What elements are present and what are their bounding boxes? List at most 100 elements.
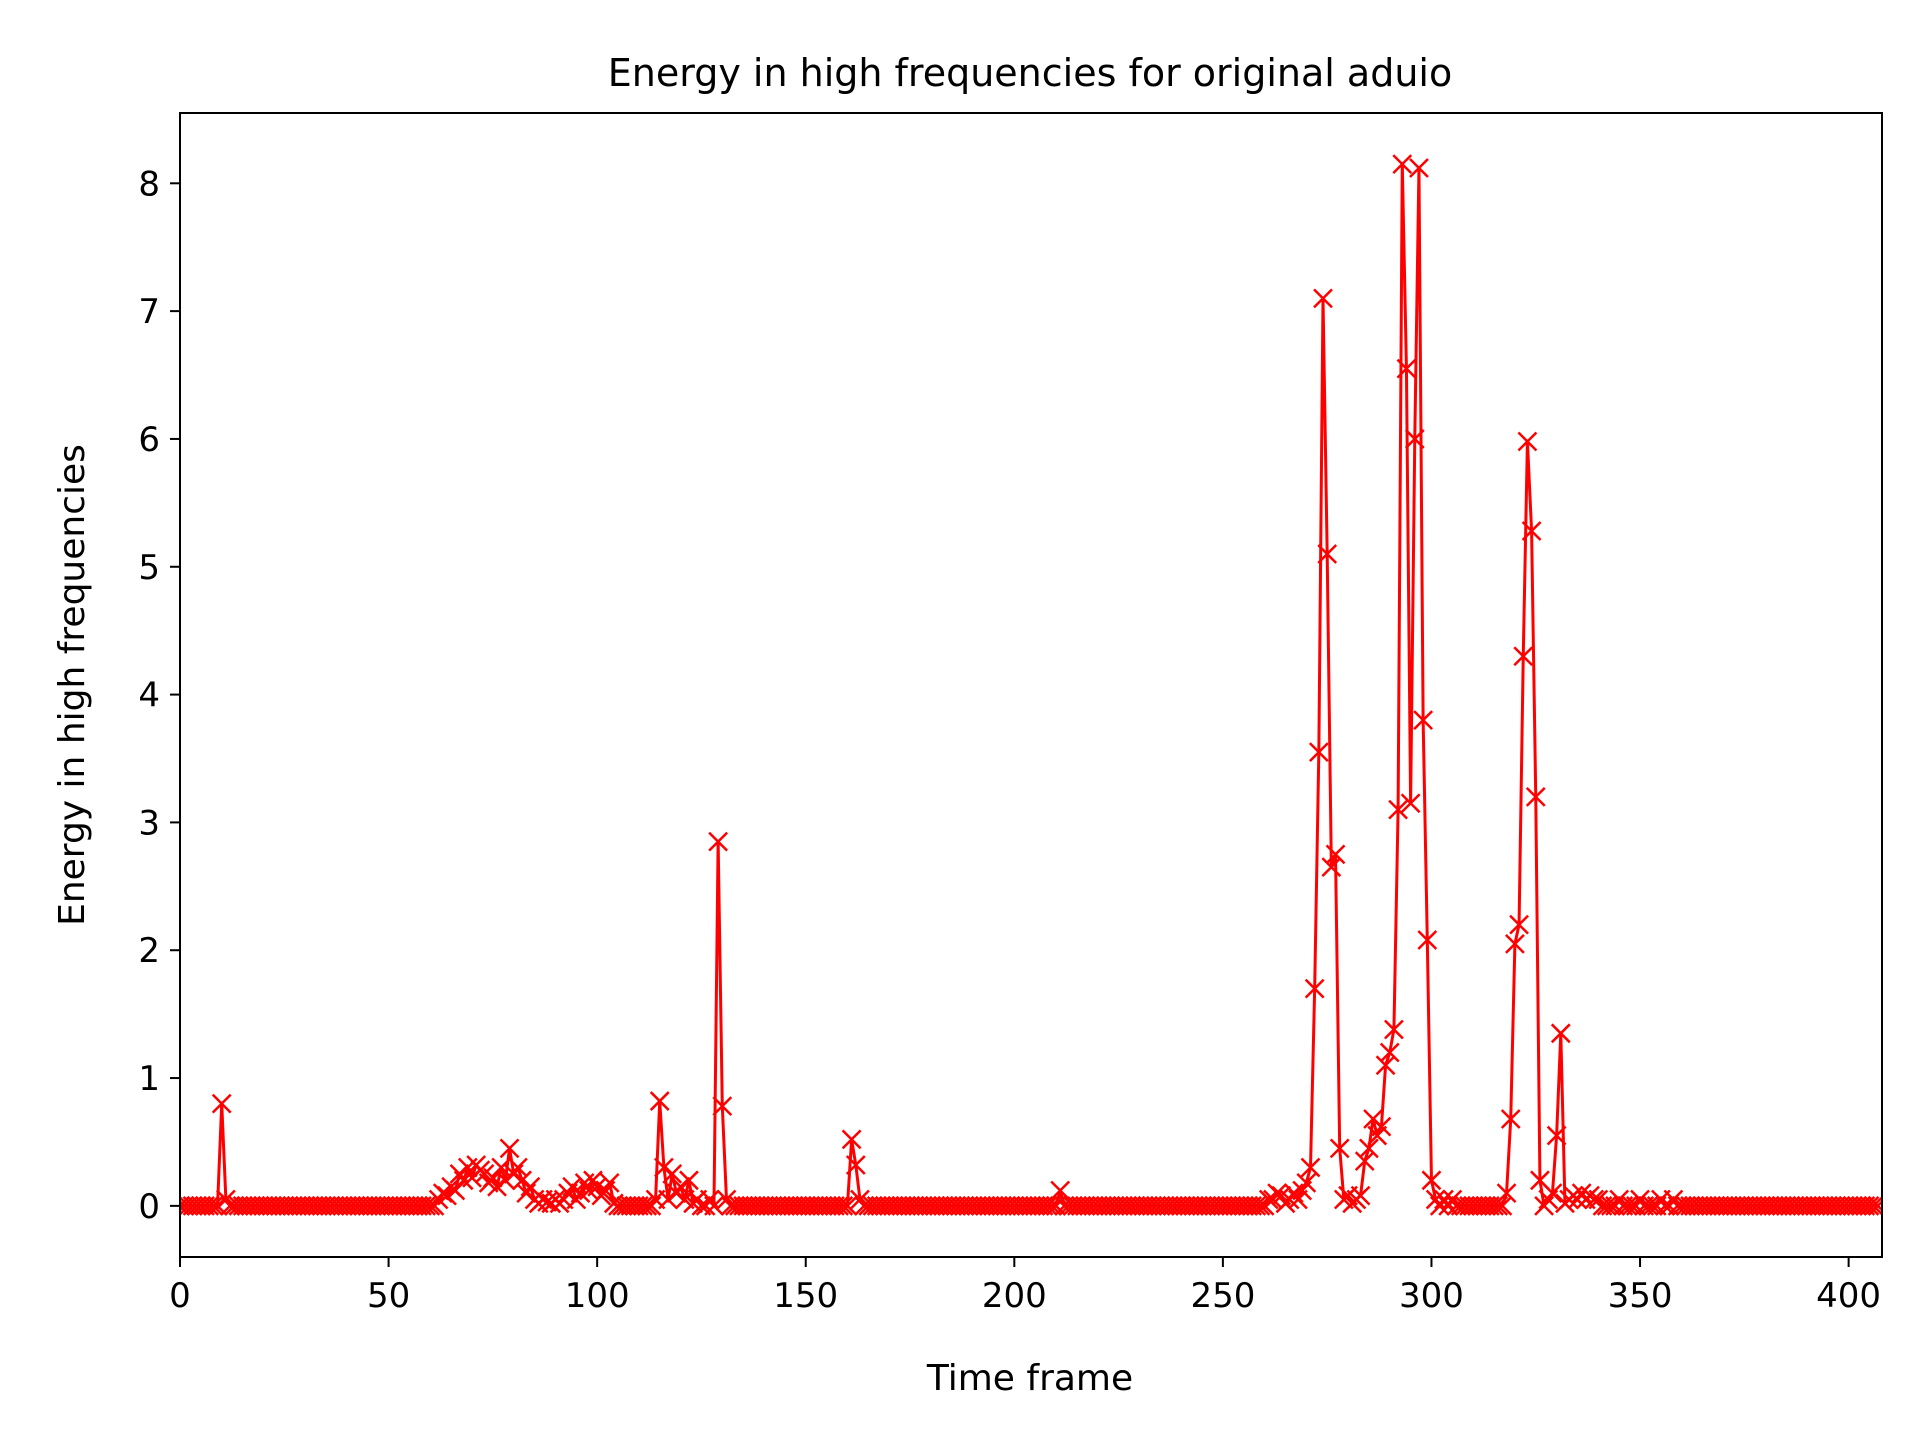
- data-point-marker: [1400, 793, 1421, 814]
- x-tick-label: 250: [1190, 1276, 1255, 1316]
- plot-area: [180, 154, 1882, 1216]
- y-tick-label: 1: [138, 1059, 160, 1099]
- data-point-marker: [1037, 1195, 1058, 1216]
- data-point-marker: [829, 1195, 849, 1216]
- data-point-marker: [1596, 1195, 1617, 1216]
- y-tick-label: 8: [138, 164, 160, 204]
- data-point-marker: [1300, 1157, 1321, 1178]
- x-tick-label: 100: [565, 1276, 630, 1316]
- data-point-marker: [1496, 1183, 1517, 1203]
- data-point-marker: [599, 1172, 620, 1193]
- data-point-marker: [1505, 933, 1525, 954]
- data-point-marker: [654, 1157, 674, 1178]
- y-tick-label: 0: [138, 1187, 160, 1227]
- y-axis: 0 1 2 3 4 5 6 7 8: [138, 164, 180, 1227]
- x-axis: 0 50 100 150 200 250 300 350 400: [169, 1257, 1881, 1316]
- data-point-marker: [211, 1093, 232, 1114]
- data-point-marker: [1246, 1195, 1267, 1216]
- data-point-marker: [1521, 521, 1542, 541]
- data-point-marker: [1296, 1172, 1317, 1193]
- data-point-marker: [512, 1170, 532, 1191]
- data-point-marker: [1371, 1116, 1392, 1137]
- data-point-marker: [841, 1129, 862, 1150]
- data-point-marker: [1308, 742, 1329, 762]
- data-point-marker: [708, 831, 729, 852]
- data-point-marker: [833, 1195, 854, 1216]
- y-tick-label: 4: [138, 676, 160, 716]
- data-point-marker: [1375, 1055, 1396, 1076]
- data-point-marker: [1525, 786, 1546, 807]
- data-point-marker: [508, 1157, 528, 1178]
- data-point-marker: [662, 1164, 683, 1184]
- data-point-marker: [1617, 1195, 1638, 1216]
- data-point-marker: [1396, 358, 1417, 379]
- data-point-marker: [670, 1176, 691, 1197]
- data-point-marker: [1542, 1183, 1563, 1203]
- data-point-marker: [1492, 1195, 1513, 1216]
- data-point-marker: [845, 1155, 866, 1175]
- data-point-marker: [637, 1195, 658, 1216]
- data-point-marker: [1584, 1189, 1605, 1210]
- data-point-marker: [203, 1195, 224, 1216]
- data-point-marker: [1413, 710, 1434, 731]
- data-point-marker: [1550, 1023, 1571, 1044]
- data-point-marker: [1392, 154, 1413, 175]
- data-point-marker: [1313, 288, 1333, 309]
- data-point-marker: [1404, 429, 1425, 449]
- data-point-marker: [1867, 1195, 1882, 1216]
- data-point-marker: [1317, 544, 1338, 564]
- y-axis-label: Energy in high frequencies: [52, 444, 93, 926]
- x-tick-label: 50: [367, 1276, 410, 1316]
- data-point-marker: [1359, 1138, 1379, 1159]
- data-point-marker: [1488, 1195, 1509, 1216]
- data-point-marker: [416, 1195, 437, 1216]
- y-tick-label: 2: [138, 931, 160, 971]
- x-tick-label: 400: [1816, 1276, 1881, 1316]
- data-point-marker: [1517, 431, 1538, 452]
- x-tick-label: 300: [1399, 1276, 1464, 1316]
- data-point-marker: [199, 1195, 220, 1216]
- x-tick-label: 200: [982, 1276, 1047, 1316]
- x-tick-label: 350: [1608, 1276, 1673, 1316]
- data-point-marker: [1321, 857, 1342, 878]
- data-point-marker: [1500, 1109, 1521, 1129]
- x-tick-label: 150: [773, 1276, 838, 1316]
- data-point-marker: [1513, 646, 1534, 667]
- data-point-marker: [1638, 1195, 1659, 1216]
- plot-frame: [179, 112, 1883, 1258]
- data-point-marker: [1250, 1195, 1271, 1216]
- data-point-marker: [1354, 1151, 1375, 1172]
- data-point-marker: [1863, 1195, 1882, 1216]
- data-point-marker: [649, 1091, 670, 1111]
- data-point-marker: [1509, 914, 1529, 935]
- data-point-marker: [1388, 799, 1408, 820]
- data-point-marker: [445, 1180, 466, 1201]
- y-tick-label: 7: [138, 292, 160, 332]
- data-point-marker: [491, 1157, 512, 1178]
- data-point-marker: [679, 1170, 699, 1191]
- data-point-marker: [1350, 1185, 1371, 1206]
- data-point-marker: [1379, 1042, 1400, 1063]
- data-point-marker: [633, 1195, 653, 1216]
- data-point-marker: [1859, 1195, 1880, 1216]
- data-point-marker: [562, 1176, 583, 1197]
- data-point-marker: [1546, 1125, 1567, 1146]
- data-point-marker: [1421, 1170, 1442, 1191]
- data-point-marker: [1325, 844, 1346, 865]
- chart-title: Energy in high frequencies for original …: [608, 51, 1452, 95]
- data-point-marker: [1417, 930, 1438, 950]
- data-point-marker: [487, 1176, 507, 1197]
- data-point-marker: [1329, 1138, 1350, 1159]
- series-layer: [180, 154, 1882, 1216]
- data-point-marker: [1409, 158, 1429, 178]
- data-point-marker: [712, 1096, 733, 1117]
- data-point-marker: [499, 1138, 520, 1159]
- data-point-marker: [1304, 978, 1325, 999]
- data-point-marker: [837, 1195, 858, 1216]
- data-point-marker: [1050, 1180, 1071, 1201]
- data-point-marker: [1384, 1019, 1404, 1040]
- y-tick-label: 3: [138, 803, 160, 843]
- y-tick-label: 6: [138, 420, 160, 460]
